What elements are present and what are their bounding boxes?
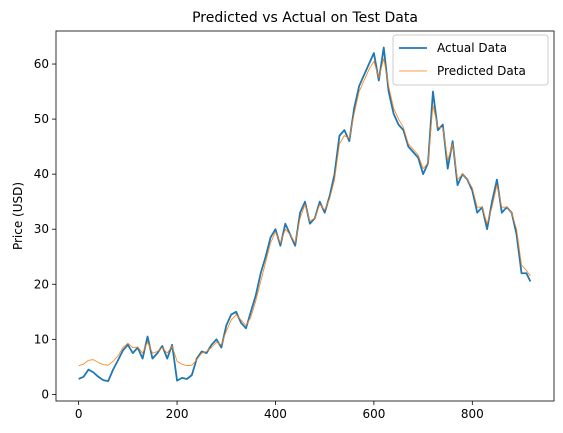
series-line-predicted-data: [78, 58, 531, 367]
y-tick-label: 50: [34, 112, 49, 126]
x-axis: 0 200 400 600 800: [75, 401, 484, 421]
x-tick-label: 0: [75, 407, 83, 421]
x-tick-label: 800: [461, 407, 484, 421]
legend-frame: [392, 34, 549, 86]
legend-label-predicted-data: Predicted Data: [437, 64, 526, 78]
y-axis: 0 10 20 30 40 50 60: [34, 57, 56, 401]
y-tick-label: 20: [34, 277, 49, 291]
y-tick-label: 0: [41, 387, 49, 401]
y-tick-label: 10: [34, 332, 49, 346]
legend-label-actual-data: Actual Data: [437, 41, 507, 55]
chart-title: Predicted vs Actual on Test Data: [192, 10, 418, 26]
y-tick-label: 30: [34, 222, 49, 236]
x-tick-label: 200: [166, 407, 189, 421]
plot-area-frame: [55, 30, 555, 402]
x-tick-label: 400: [264, 407, 287, 421]
series-layer: [78, 46, 532, 383]
plot-area-background: [56, 31, 554, 401]
y-tick-label: 40: [34, 167, 49, 181]
legend: Actual Data Predicted Data: [392, 34, 549, 86]
y-tick-label: 60: [34, 57, 49, 71]
x-tick-label: 600: [362, 407, 385, 421]
y-axis-label: Price (USD): [11, 182, 25, 250]
